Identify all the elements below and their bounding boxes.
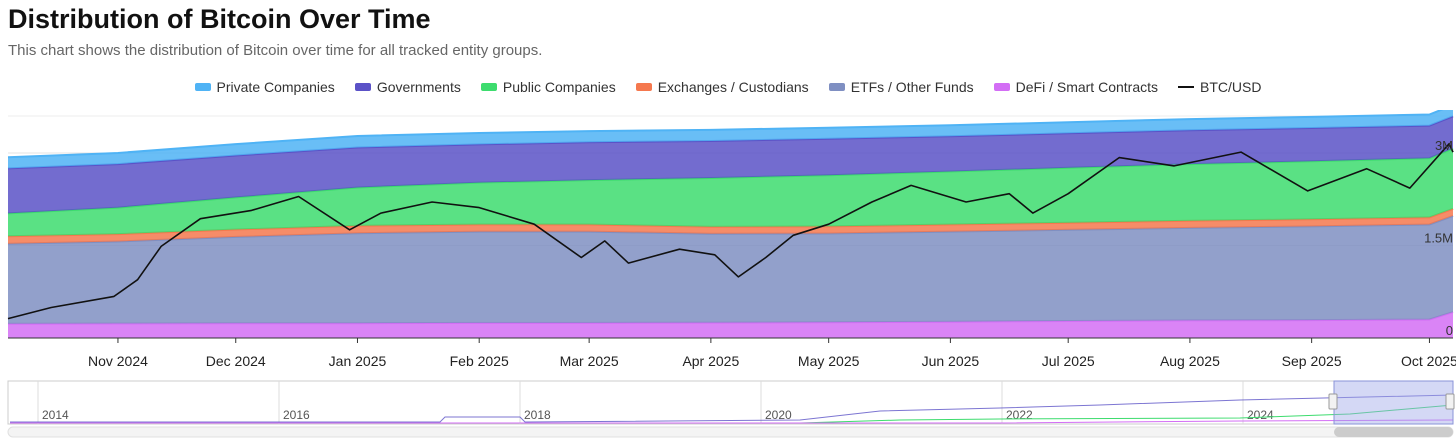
navigator-series-line — [10, 394, 1454, 423]
legend-label: BTC/USD — [1200, 79, 1262, 95]
y-tick-label: 1.5M — [1424, 231, 1453, 246]
area-defi-smart-contracts[interactable] — [8, 312, 1453, 338]
legend-swatch — [1178, 86, 1194, 88]
chart-subtitle: This chart shows the distribution of Bit… — [8, 42, 543, 59]
navigator-left-handle[interactable] — [1328, 393, 1338, 410]
y-tick-label: 0 — [1446, 323, 1453, 338]
area-exchanges-custodians[interactable] — [8, 208, 1453, 244]
legend-item-defi-smart-contracts[interactable]: DeFi / Smart Contracts — [993, 79, 1158, 95]
legend-swatch — [993, 83, 1010, 91]
navigator-right-handle[interactable] — [1445, 393, 1455, 410]
legend-swatch — [635, 83, 652, 91]
navigator-year-label: 2024 — [1247, 408, 1274, 422]
navigator-year-label: 2014 — [42, 408, 69, 422]
legend-label: Private Companies — [216, 79, 335, 95]
x-tick-label: Dec 2024 — [206, 353, 266, 369]
legend-label: DeFi / Smart Contracts — [1015, 79, 1158, 95]
legend-item-public-companies[interactable]: Public Companies — [480, 79, 616, 95]
legend-item-btc-usd[interactable]: BTC/USD — [1178, 79, 1261, 95]
navigator-series-line — [10, 419, 1454, 424]
navigator-frame — [7, 380, 1454, 425]
area-governments[interactable] — [8, 116, 1453, 214]
legend-item-etfs-other-funds[interactable]: ETFs / Other Funds — [828, 79, 974, 95]
x-tick-label: Mar 2025 — [560, 353, 619, 369]
y-tick-label: 3M — [1435, 138, 1453, 153]
x-tick-label: Sep 2025 — [1282, 353, 1342, 369]
navigator-year-label: 2022 — [1006, 408, 1033, 422]
x-tick-label: Apr 2025 — [682, 353, 739, 369]
legend-swatch — [354, 83, 371, 91]
area-edge-private-companies — [7, 110, 1444, 159]
navigator-year-label: 2018 — [524, 408, 551, 422]
navigator-scrollbar-track[interactable] — [7, 426, 1454, 438]
legend-label: Governments — [376, 79, 461, 95]
legend-label: ETFs / Other Funds — [850, 79, 974, 95]
navigator-year-label: 2016 — [283, 408, 310, 422]
x-tick-label: Nov 2024 — [88, 353, 148, 369]
x-tick-label: May 2025 — [798, 353, 860, 369]
navigator-scrollbar-thumb[interactable] — [1334, 427, 1453, 437]
x-tick-label: Jun 2025 — [922, 353, 980, 369]
chart-legend: Private Companies Governments Public Compa… — [0, 79, 1456, 95]
navigator-year-label: 2020 — [765, 408, 792, 422]
navigator-selection[interactable] — [1333, 380, 1454, 425]
legend-swatch — [194, 83, 211, 91]
range-navigator[interactable]: 2014 2016 2018 2020 2022 2024 — [0, 378, 1456, 445]
legend-swatch — [480, 83, 497, 91]
area-private-companies[interactable] — [8, 110, 1453, 169]
legend-item-private-companies[interactable]: Private Companies — [194, 79, 335, 95]
area-public-companies[interactable] — [8, 148, 1453, 237]
x-tick-label: Jul 2025 — [1042, 353, 1095, 369]
x-tick-label: Aug 2025 — [1160, 353, 1220, 369]
legend-label: Public Companies — [502, 79, 616, 95]
main-chart[interactable]: Nov 2024 Dec 2024 Jan 2025 Feb 2025 Mar 2025… — [0, 110, 1456, 375]
line-btc-usd[interactable] — [7, 143, 1454, 320]
legend-label: Exchanges / Custodians — [657, 79, 809, 95]
x-tick-label: Jan 2025 — [329, 353, 387, 369]
x-tick-label: Feb 2025 — [450, 353, 509, 369]
legend-swatch — [828, 83, 845, 91]
x-tick-label: Oct 2025 — [1401, 353, 1456, 369]
legend-item-governments[interactable]: Governments — [354, 79, 461, 95]
legend-item-exchanges-custodians[interactable]: Exchanges / Custodians — [635, 79, 809, 95]
chart-title: Distribution of Bitcoin Over Time — [8, 4, 431, 34]
